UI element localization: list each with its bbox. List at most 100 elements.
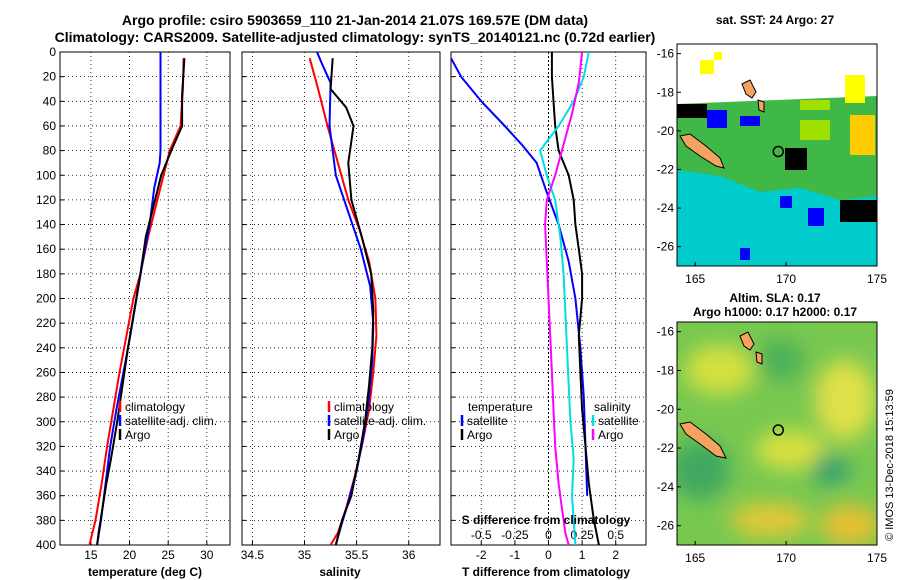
longitude-tick-label: 170 bbox=[776, 272, 796, 286]
series-line-argo-t-diff bbox=[550, 52, 600, 545]
x-tick-label: -2 bbox=[476, 548, 487, 562]
sst-cloud-mask bbox=[677, 104, 707, 118]
series-line-argo bbox=[96, 58, 186, 545]
x-tick-label: 1 bbox=[579, 548, 586, 562]
temperature-legend: climatology satellite-adj. clim. Argo bbox=[118, 400, 217, 442]
latitude-tick-label: -16 bbox=[657, 325, 675, 339]
latitude-tick-label: -20 bbox=[657, 402, 675, 416]
x-tick-label: 35 bbox=[298, 548, 312, 562]
s-diff-tick-label: -0.25 bbox=[501, 528, 529, 542]
depth-tick-label: 140 bbox=[36, 218, 56, 232]
depth-tick-labels: 0 20 40 60 80 100 120 140 160 180 200 220 240 260 280 3… bbox=[36, 45, 56, 552]
salinity-tick-labels: 34.5 35 35.5 36 bbox=[241, 548, 416, 562]
s-diff-tick-label: 0.5 bbox=[607, 528, 624, 542]
sla-map-frame bbox=[676, 321, 878, 546]
vanuatu-island bbox=[739, 331, 755, 351]
depth-tick-label: 80 bbox=[43, 144, 57, 158]
series-line-satellite-adj-clim- bbox=[316, 52, 375, 545]
depth-tick-label: 260 bbox=[36, 365, 56, 379]
new-caledonia-landmass bbox=[679, 133, 725, 169]
latitude-tick-label: -16 bbox=[657, 47, 675, 61]
sst-patch bbox=[800, 100, 830, 110]
legend-salinity-title: salinity bbox=[594, 400, 631, 414]
depth-tick-label: 160 bbox=[36, 242, 56, 256]
series-line-climatology bbox=[308, 57, 378, 545]
sst-latitude-ticks: -16 -18 -20 -22 -24 -26 bbox=[657, 47, 681, 254]
longitude-tick-label: 175 bbox=[867, 551, 887, 565]
latitude-tick-label: -26 bbox=[657, 519, 675, 533]
depth-tick-label: 400 bbox=[36, 538, 56, 552]
legend-satellite-label: satellite-adj. clim. bbox=[125, 414, 217, 428]
sst-cloud-mask bbox=[707, 110, 727, 128]
sst-patch bbox=[850, 115, 875, 155]
figure-title-line1: Argo profile: csiro 5903659_110 21-Jan-2… bbox=[122, 12, 588, 28]
x-tick-label: 25 bbox=[162, 548, 176, 562]
legend-climatology-label: climatology bbox=[334, 400, 394, 414]
sla-longitude-ticks: 165 170 175 bbox=[685, 541, 887, 565]
sst-patch bbox=[714, 52, 722, 60]
sst-cloud-mask bbox=[780, 196, 792, 208]
salinity-xlabel: salinity bbox=[319, 565, 361, 579]
depth-tick-label: 380 bbox=[36, 513, 56, 527]
latitude-tick-label: -24 bbox=[657, 201, 675, 215]
latitude-tick-label: -24 bbox=[657, 480, 675, 494]
s-diff-tick-label: 0.25 bbox=[570, 528, 594, 542]
legend-climatology-label: climatology bbox=[125, 400, 185, 414]
series-line-argo-s-diff bbox=[544, 52, 584, 545]
series-line-satellite-s-diff bbox=[539, 52, 590, 545]
sst-patch bbox=[800, 120, 830, 140]
series-line-climatology bbox=[88, 58, 185, 545]
longitude-tick-label: 165 bbox=[685, 272, 705, 286]
difference-panel: -2 -1 0 1 2 -0.5 -0.25 0 0.25 0.5 S difference f… bbox=[450, 51, 647, 579]
sst-patch bbox=[700, 60, 714, 74]
x-tick-label: 0 bbox=[545, 548, 552, 562]
depth-tick-label: 280 bbox=[36, 390, 56, 404]
argo-location-marker bbox=[772, 424, 785, 436]
x-tick-label: 36 bbox=[402, 548, 416, 562]
figure-title-line2: Climatology: CARS2009. Satellite-adjuste… bbox=[55, 29, 656, 45]
sst-cloud-mask bbox=[740, 116, 760, 126]
temperature-series bbox=[88, 52, 186, 545]
sst-cloud-mask bbox=[808, 208, 824, 226]
latitude-tick-label: -18 bbox=[657, 85, 675, 99]
new-caledonia-landmass bbox=[679, 421, 727, 459]
sst-map-title: sat. SST: 24 Argo: 27 bbox=[716, 13, 835, 27]
legend-t-argo-label: Argo bbox=[467, 428, 493, 442]
depth-tick-label: 120 bbox=[36, 193, 56, 207]
latitude-tick-label: -20 bbox=[657, 124, 675, 138]
salinity-series bbox=[308, 52, 378, 545]
x-tick-label: 2 bbox=[612, 548, 619, 562]
sst-cloud-mask bbox=[740, 248, 750, 260]
timestamp: © IMOS 13-Dec-2018 15:13:59 bbox=[884, 389, 896, 541]
s-difference-tick-labels: -0.5 -0.25 0 0.25 0.5 bbox=[471, 528, 624, 542]
depth-tick-label: 40 bbox=[43, 94, 57, 108]
depth-tick-label: 340 bbox=[36, 464, 56, 478]
depth-tick-label: 180 bbox=[36, 267, 56, 281]
depth-tick-label: 360 bbox=[36, 489, 56, 503]
legend-temperature-title: temperature bbox=[468, 400, 533, 414]
depth-tick-label: 60 bbox=[43, 119, 57, 133]
difference-legend: temperature satellite Argo salinity sate… bbox=[460, 400, 639, 442]
x-tick-label: 35.5 bbox=[345, 548, 369, 562]
sst-patch bbox=[845, 75, 865, 103]
latitude-tick-label: -22 bbox=[657, 162, 675, 176]
x-tick-label: 30 bbox=[200, 548, 214, 562]
series-line-satellite-t-diff bbox=[451, 56, 589, 496]
latitude-tick-label: -26 bbox=[657, 240, 675, 254]
depth-tick-label: 240 bbox=[36, 341, 56, 355]
legend-satellite-label: satellite-adj. clim. bbox=[334, 414, 426, 428]
latitude-tick-label: -22 bbox=[657, 441, 675, 455]
series-line-argo bbox=[329, 58, 375, 545]
sla-map-title-line2: Argo h1000: 0.17 h2000: 0.17 bbox=[693, 305, 857, 319]
temperature-panel: 0 20 40 60 80 100 120 140 160 180 200 220 240 260 280 3… bbox=[36, 45, 231, 579]
sla-map-field bbox=[677, 322, 877, 545]
difference-grid bbox=[451, 51, 646, 546]
temperature-xlabel: temperature (deg C) bbox=[88, 565, 202, 579]
temperature-tick-labels: 15 20 25 30 bbox=[84, 548, 214, 562]
x-tick-label: 34.5 bbox=[241, 548, 265, 562]
legend-argo-label: Argo bbox=[125, 428, 151, 442]
t-difference-tick-labels: -2 -1 0 1 2 bbox=[476, 548, 619, 562]
longitude-tick-label: 175 bbox=[867, 272, 887, 286]
sla-map-title-line1: Altim. SLA: 0.17 bbox=[729, 291, 821, 305]
